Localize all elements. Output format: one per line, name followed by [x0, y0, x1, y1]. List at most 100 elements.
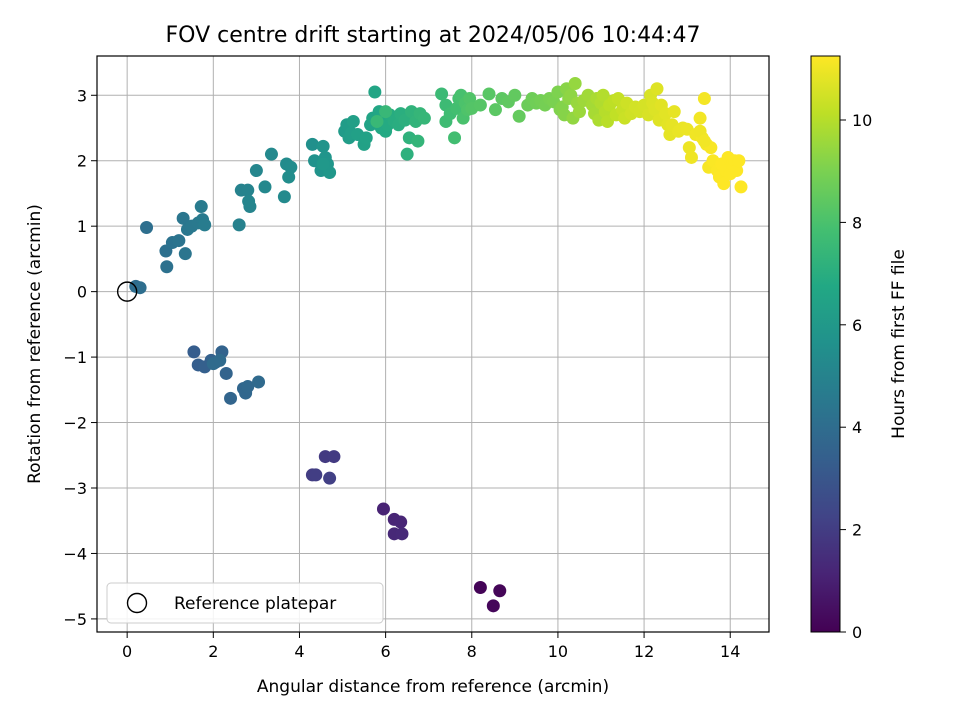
- x-tick-label: 6: [381, 642, 391, 661]
- y-tick-label: −4: [63, 544, 87, 563]
- colorbar-tick-label: 8: [852, 213, 862, 232]
- data-point: [697, 92, 711, 106]
- colorbar-tick-label: 10: [852, 111, 872, 130]
- data-point: [395, 527, 409, 541]
- data-point: [198, 218, 212, 232]
- data-point: [693, 124, 707, 138]
- data-point: [176, 211, 190, 225]
- data-point: [650, 82, 664, 96]
- data-point: [400, 147, 414, 161]
- x-tick-label: 0: [122, 642, 132, 661]
- data-point: [194, 200, 208, 214]
- data-point: [376, 502, 390, 516]
- data-point: [508, 88, 522, 102]
- data-point: [277, 190, 291, 204]
- reference-marker-layer: [116, 281, 138, 302]
- data-point: [734, 180, 748, 194]
- y-tick-label: −1: [63, 348, 87, 367]
- colorbar-ticks: 0 2 4 6 8 10: [840, 111, 872, 642]
- plot-frame: [96, 55, 770, 633]
- data-point: [732, 154, 746, 168]
- data-point: [473, 580, 487, 594]
- y-tick-label: 0: [77, 283, 87, 302]
- data-point: [682, 141, 696, 155]
- x-axis-label: Angular distance from reference (arcmin): [257, 677, 609, 697]
- x-tick-label: 10: [548, 642, 568, 661]
- data-point: [394, 515, 408, 529]
- data-point: [482, 87, 496, 101]
- data-point: [213, 353, 227, 367]
- data-point: [252, 375, 266, 389]
- data-point: [486, 599, 500, 613]
- data-point: [473, 98, 487, 112]
- data-point: [241, 183, 255, 197]
- data-point: [379, 105, 393, 119]
- colorbar-gradient: [810, 55, 841, 633]
- data-point: [305, 137, 319, 151]
- data-point: [493, 584, 507, 598]
- chart-title: FOV centre drift starting at 2024/05/06 …: [166, 23, 701, 48]
- data-point: [327, 450, 341, 464]
- data-point: [309, 468, 323, 482]
- colorbar: 0 2 4 6 8 10 Hours from first FF file: [810, 55, 909, 642]
- data-point: [224, 391, 238, 405]
- x-tick-label: 14: [720, 642, 740, 661]
- data-point: [242, 194, 256, 208]
- data-point: [241, 380, 255, 394]
- legend-box: [106, 582, 384, 624]
- data-point: [160, 260, 174, 274]
- data-point: [323, 471, 337, 485]
- y-tick-label: −3: [63, 479, 87, 498]
- colorbar-tick-label: 0: [852, 623, 862, 642]
- data-point: [316, 139, 330, 153]
- data-point: [178, 247, 192, 261]
- data-point: [667, 105, 681, 119]
- data-point: [512, 109, 526, 123]
- data-point: [411, 134, 425, 148]
- data-point: [572, 105, 586, 119]
- legend-reference-marker: [126, 592, 148, 614]
- data-point: [693, 111, 707, 125]
- legend-reference-label: Reference platepar: [174, 594, 336, 614]
- colorbar-tick-label: 6: [852, 316, 862, 335]
- y-axis-label: Rotation from reference (arcmin): [25, 204, 45, 484]
- x-tick-label: 8: [467, 642, 477, 661]
- data-point: [249, 164, 263, 178]
- legend: Reference platepar: [106, 582, 384, 624]
- data-point: [232, 218, 246, 232]
- grid: [97, 56, 769, 632]
- y-tick-label: 2: [77, 152, 87, 171]
- x-axis-ticks: 0 2 4 6 8 10 12 14: [122, 632, 740, 661]
- data-point: [359, 131, 373, 145]
- x-tick-label: 2: [208, 642, 218, 661]
- colorbar-tick-label: 4: [852, 418, 862, 437]
- reference-point-marker: [116, 281, 138, 302]
- data-point: [258, 180, 272, 194]
- data-point: [435, 87, 449, 101]
- data-point: [463, 92, 477, 106]
- y-axis-ticks: −5 −4 −3 −2 −1 0 1 2 3: [63, 86, 97, 629]
- data-points: [129, 76, 748, 613]
- data-point: [417, 111, 431, 125]
- colorbar-tick-label: 2: [852, 521, 862, 540]
- data-point: [596, 88, 610, 102]
- colorbar-label: Hours from first FF file: [889, 249, 909, 439]
- data-point: [346, 114, 360, 128]
- data-point: [172, 234, 186, 248]
- data-point: [219, 366, 233, 380]
- y-tick-label: 3: [77, 86, 87, 105]
- data-point: [697, 134, 711, 148]
- data-point: [187, 345, 201, 359]
- data-point: [368, 85, 382, 99]
- y-tick-label: 1: [77, 217, 87, 236]
- data-point: [568, 76, 582, 90]
- data-point: [488, 103, 502, 117]
- x-tick-label: 4: [294, 642, 304, 661]
- data-point: [284, 160, 298, 174]
- data-point: [448, 131, 462, 145]
- data-point: [316, 157, 330, 171]
- data-point: [684, 150, 698, 164]
- y-tick-label: −5: [63, 610, 87, 629]
- y-tick-label: −2: [63, 414, 87, 433]
